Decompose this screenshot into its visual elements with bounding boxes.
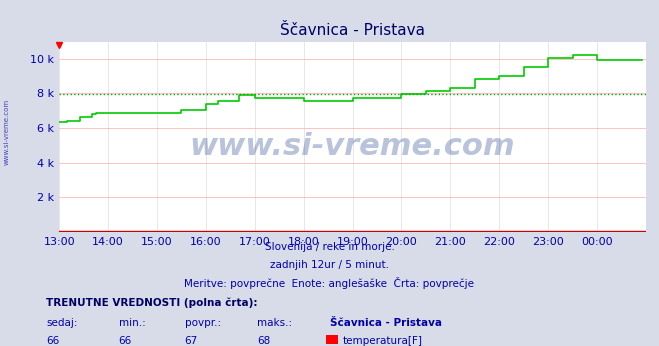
Text: www.si-vreme.com: www.si-vreme.com	[190, 132, 515, 161]
Title: Ščavnica - Pristava: Ščavnica - Pristava	[280, 22, 425, 38]
Text: temperatura[F]: temperatura[F]	[343, 336, 422, 346]
Text: 67: 67	[185, 336, 198, 346]
Text: Ščavnica - Pristava: Ščavnica - Pristava	[330, 318, 442, 328]
Text: 66: 66	[119, 336, 132, 346]
Text: Meritve: povprečne  Enote: anglešaške  Črta: povprečje: Meritve: povprečne Enote: anglešaške Črt…	[185, 277, 474, 289]
Text: 66: 66	[46, 336, 59, 346]
Text: TRENUTNE VREDNOSTI (polna črta):: TRENUTNE VREDNOSTI (polna črta):	[46, 298, 258, 308]
Text: zadnjih 12ur / 5 minut.: zadnjih 12ur / 5 minut.	[270, 260, 389, 270]
Text: maks.:: maks.:	[257, 318, 292, 328]
Text: www.si-vreme.com: www.si-vreme.com	[3, 98, 9, 165]
Text: sedaj:: sedaj:	[46, 318, 78, 328]
Text: Slovenija / reke in morje.: Slovenija / reke in morje.	[264, 242, 395, 252]
Text: povpr.:: povpr.:	[185, 318, 221, 328]
Text: 68: 68	[257, 336, 270, 346]
Text: min.:: min.:	[119, 318, 146, 328]
